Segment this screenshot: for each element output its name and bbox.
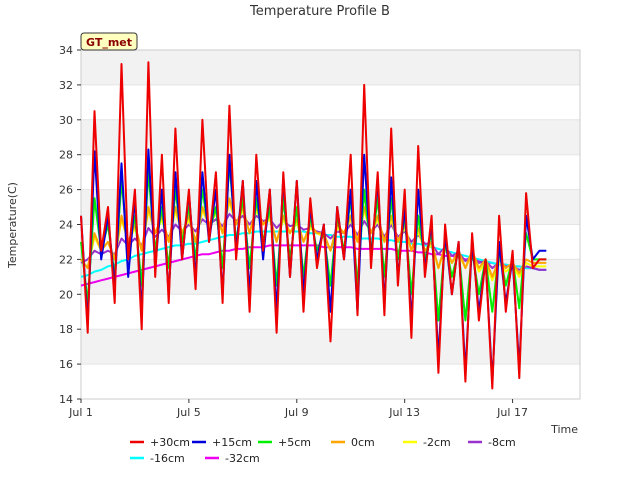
y-tick-label: 16 [59,358,73,371]
plot-area [80,49,581,400]
grid-band [81,50,580,85]
legend-label: -16cm [150,452,185,465]
y-tick-label: 24 [59,219,73,232]
series-line-m30cm [80,61,547,390]
legend-label: -8cm [488,436,516,449]
legend-item: +5cm [258,436,311,449]
grid-band [81,189,580,225]
legend-label: -2cm [423,436,451,449]
legend-item: -16cm [130,452,185,465]
y-tick-label: 22 [59,253,73,266]
badge-box [80,32,138,51]
grid-band [81,119,580,155]
x-axis: Jul 1 Jul 5 Jul 9 Jul 13 Jul 17 [68,399,528,419]
badge-label: GT_met [86,36,132,49]
legend-label: +30cm [150,436,190,449]
y-tick-label: 18 [59,323,73,336]
x-tick-label: Jul 17 [496,406,528,419]
x-axis-label: Time [550,423,578,436]
x-tick-label: Jul 9 [284,406,309,419]
x-tick-label: Jul 1 [68,406,93,419]
legend-item: -32cm [205,452,260,465]
legend-item: +30cm [130,436,190,449]
station-badge: GT_met [80,32,138,51]
y-axis: 14 16 18 20 22 24 26 28 30 32 34 [59,44,81,406]
y-tick-label: 14 [59,393,73,406]
legend-item: +15cm [192,436,252,449]
y-tick-label: 30 [59,114,73,127]
legend: +30cm +15cm +5cm 0cm -2cm -8cm -16cm -32cm [130,436,516,465]
legend-label: 0cm [351,436,375,449]
legend-item: 0cm [331,436,375,449]
y-tick-label: 28 [59,149,73,162]
legend-label: +15cm [212,436,252,449]
chart-title: Temperature Profile B [249,4,390,19]
y-tick-label: 34 [59,44,73,57]
y-tick-label: 20 [59,288,73,301]
legend-item: -8cm [468,436,516,449]
legend-label: -32cm [225,452,260,465]
x-tick-label: Jul 13 [388,406,420,419]
x-tick-label: Jul 5 [176,406,201,419]
y-tick-label: 32 [59,79,73,92]
y-tick-label: 26 [59,184,73,197]
legend-item: -2cm [403,436,451,449]
y-axis-label: Temperature(C) [6,182,19,269]
series-lines [80,61,547,390]
legend-label: +5cm [278,436,311,449]
